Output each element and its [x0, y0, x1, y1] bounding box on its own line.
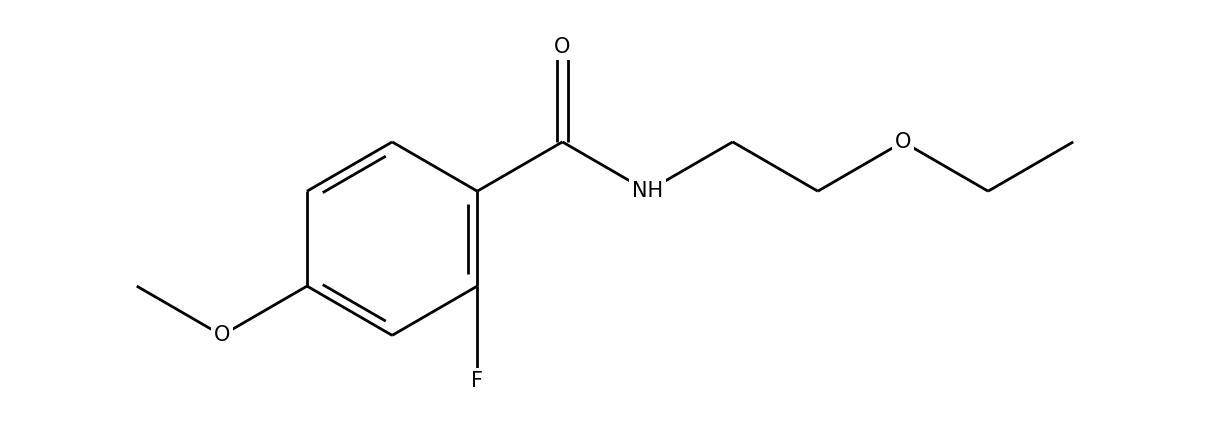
Text: F: F: [472, 371, 483, 391]
Text: NH: NH: [632, 181, 663, 201]
Text: O: O: [554, 37, 571, 57]
Text: O: O: [894, 132, 911, 152]
Text: O: O: [214, 325, 230, 345]
